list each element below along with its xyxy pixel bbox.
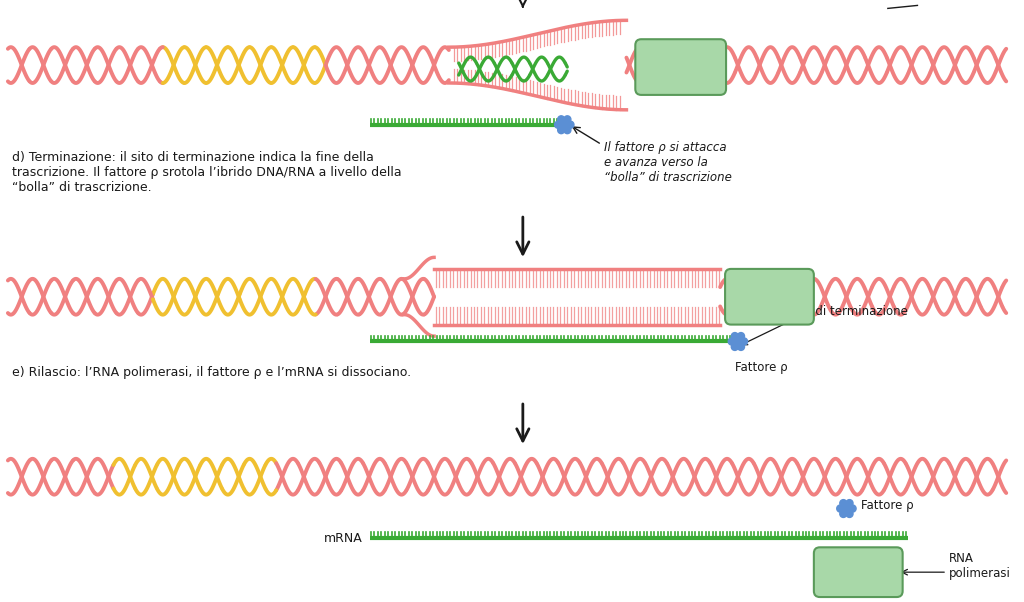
Circle shape xyxy=(555,121,562,128)
Circle shape xyxy=(737,332,744,340)
Circle shape xyxy=(737,343,744,350)
FancyBboxPatch shape xyxy=(814,547,902,597)
FancyBboxPatch shape xyxy=(725,269,814,324)
Text: mRNA: mRNA xyxy=(325,532,364,545)
Circle shape xyxy=(734,338,741,345)
Circle shape xyxy=(564,126,571,134)
Circle shape xyxy=(740,338,748,345)
Text: e) Rilascio: l’RNA polimerasi, il fattore ρ e l’mRNA si dissociano.: e) Rilascio: l’RNA polimerasi, il fattor… xyxy=(12,367,411,379)
Circle shape xyxy=(731,343,738,350)
Circle shape xyxy=(837,505,844,512)
Circle shape xyxy=(849,505,856,512)
Text: d) Terminazione: il sito di terminazione indica la fine della
trascrizione. Il f: d) Terminazione: il sito di terminazione… xyxy=(12,150,401,194)
Text: Il fattore ρ si attacca
e avanza verso la
“bolla” di trascrizione: Il fattore ρ si attacca e avanza verso l… xyxy=(604,141,731,184)
Circle shape xyxy=(564,116,571,123)
Circle shape xyxy=(728,338,735,345)
Text: Fattore ρ: Fattore ρ xyxy=(861,499,913,512)
Circle shape xyxy=(558,116,565,123)
FancyBboxPatch shape xyxy=(635,39,726,95)
Text: Sito di terminazione: Sito di terminazione xyxy=(790,305,908,318)
Circle shape xyxy=(567,121,573,128)
Circle shape xyxy=(846,510,853,518)
Circle shape xyxy=(840,500,847,507)
Circle shape xyxy=(731,332,738,340)
Text: RNA
polimerasi: RNA polimerasi xyxy=(949,552,1011,580)
Circle shape xyxy=(843,505,850,512)
Circle shape xyxy=(561,122,567,128)
Text: Fattore ρ: Fattore ρ xyxy=(735,361,787,374)
Circle shape xyxy=(846,500,853,507)
Circle shape xyxy=(840,510,847,518)
Circle shape xyxy=(558,126,565,134)
